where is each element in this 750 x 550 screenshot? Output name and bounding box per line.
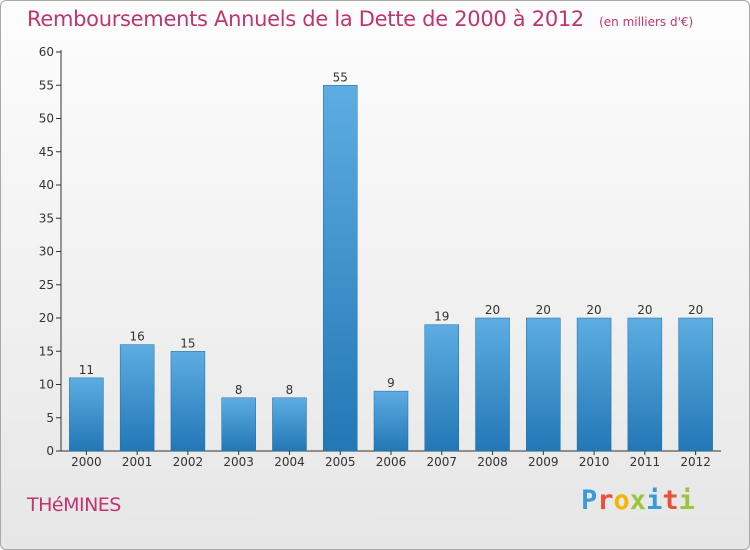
bar-2006 — [373, 390, 409, 452]
y-tick-label: 0 — [46, 444, 54, 458]
bar-value-label: 15 — [180, 336, 195, 350]
bar-value-label: 9 — [387, 376, 395, 390]
x-tick-label: 2002 — [173, 455, 204, 469]
bar-2005 — [322, 85, 358, 452]
y-tick-label: 35 — [39, 211, 54, 225]
x-tick-label: 2007 — [426, 455, 457, 469]
x-tick-label: 2010 — [579, 455, 610, 469]
brand-letter: t — [662, 485, 679, 516]
bar-2000 — [69, 377, 104, 452]
bar-2007 — [424, 324, 460, 452]
title-row: Remboursements Annuels de la Dette de 20… — [27, 7, 693, 31]
bar-value-label: 20 — [637, 303, 652, 317]
bar-value-label: 8 — [235, 383, 243, 397]
y-tick-label: 5 — [46, 411, 54, 425]
bars — [69, 85, 713, 452]
bar-2004 — [272, 397, 307, 452]
brand-letter: r — [597, 485, 614, 516]
y-tick-label: 20 — [39, 311, 54, 325]
bar-2001 — [119, 344, 155, 452]
bar-value-label: 19 — [434, 310, 449, 324]
bar-2009 — [526, 317, 561, 452]
labels: 2000 11 2001 16 2002 15 2003 8 2004 8 2005 55 2006 9 2… — [71, 70, 711, 469]
y-tick-label: 45 — [39, 145, 54, 159]
bar-2011 — [627, 317, 663, 452]
bar-value-label: 20 — [688, 303, 703, 317]
y-tick-label: 10 — [39, 378, 54, 392]
chart-title: Remboursements Annuels de la Dette de 20… — [27, 7, 584, 31]
y-tick-label: 40 — [39, 178, 54, 192]
bar-value-label: 16 — [130, 330, 145, 344]
x-tick-label: 2008 — [477, 455, 508, 469]
x-tick-label: 2005 — [325, 455, 356, 469]
x-tick-label: 2001 — [122, 455, 153, 469]
x-tick-label: 2003 — [223, 455, 254, 469]
bar-2010 — [576, 317, 612, 452]
brand-letter: x — [629, 485, 647, 516]
brand-letter: o — [613, 485, 630, 516]
bar-2012 — [678, 317, 713, 452]
bar-value-label: 20 — [485, 303, 500, 317]
x-tick-label: 2009 — [528, 455, 559, 469]
y-tick-label: 15 — [39, 344, 54, 358]
bar-value-label: 8 — [286, 383, 294, 397]
x-tick-label: 2004 — [274, 455, 305, 469]
y-tick-label: 30 — [39, 245, 54, 259]
brand-letter: i — [678, 485, 695, 516]
brand-letter: P — [581, 485, 598, 516]
y-tick-label: 55 — [39, 78, 54, 92]
bar-value-label: 11 — [79, 363, 94, 377]
chart-subtitle: (en milliers d'€) — [599, 15, 694, 29]
axes: 0 5 10 15 20 25 30 35 40 45 50 55 60 — [39, 45, 721, 458]
x-tick-label: 2011 — [630, 455, 661, 469]
y-tick-label: 50 — [39, 112, 54, 126]
bar-value-label: 20 — [586, 303, 601, 317]
x-tick-label: 2000 — [71, 455, 102, 469]
x-tick-label: 2012 — [680, 455, 711, 469]
y-tick-label: 60 — [39, 45, 54, 59]
x-tick-label: 2006 — [376, 455, 407, 469]
bar-2003 — [221, 397, 256, 452]
brand-logo: Proxiti — [581, 485, 695, 516]
brand-letter: i — [646, 485, 663, 516]
bar-2002 — [170, 351, 206, 452]
y-tick-label: 25 — [39, 278, 54, 292]
bar-value-label: 55 — [333, 70, 348, 84]
commune-name: THéMINES — [27, 494, 121, 516]
bar-value-label: 20 — [536, 303, 551, 317]
bar-2008 — [475, 317, 510, 452]
